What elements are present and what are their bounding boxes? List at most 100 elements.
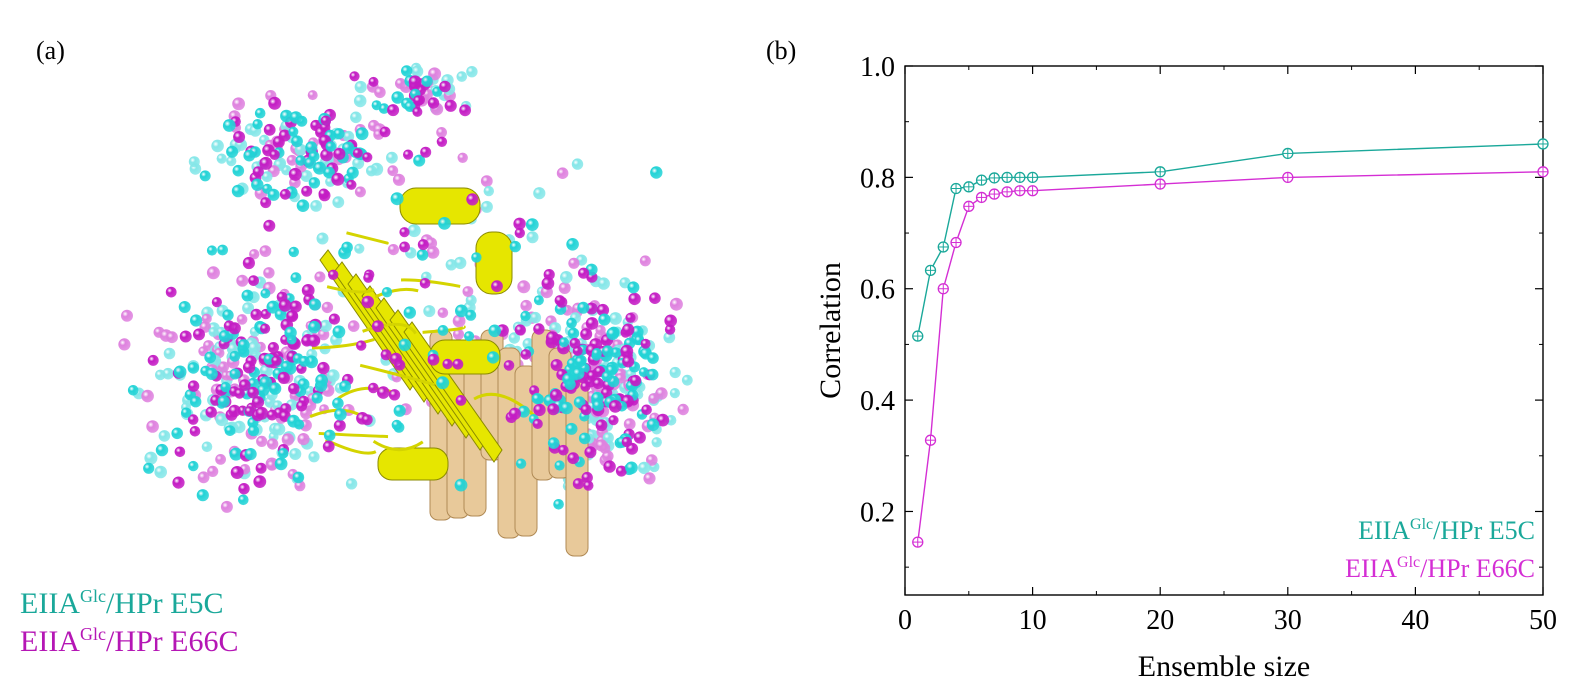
cyan-sphere (371, 100, 382, 111)
magenta-sphere (580, 404, 592, 416)
cyan-sphere (334, 408, 347, 421)
magenta-sphere (550, 389, 563, 402)
yellow-loop (374, 287, 419, 299)
cyan-sphere (341, 241, 353, 254)
magenta-sphere (428, 67, 442, 81)
cyan-sphere (144, 451, 158, 465)
legend-base: EIIA (1345, 554, 1397, 583)
magenta-sphere (187, 414, 199, 425)
cyan-sphere (553, 499, 564, 510)
legend-a-e66c-base: EIIA (20, 625, 80, 658)
cyan-sphere (291, 135, 303, 148)
magenta-sphere (480, 175, 493, 188)
magenta-sphere (629, 374, 642, 387)
cyan-sphere (354, 80, 367, 94)
cyan-sphere (339, 380, 351, 393)
magenta-sphere (417, 239, 429, 251)
cyan-sphere (465, 294, 477, 306)
magenta-sphere (529, 385, 540, 396)
cyan-sphere (315, 374, 328, 387)
magenta-sphere (623, 418, 636, 430)
magenta-sphere (223, 320, 235, 332)
magenta-sphere (558, 282, 571, 294)
cyan-sphere (241, 289, 254, 302)
magenta-sphere (266, 459, 278, 471)
magenta-sphere (233, 131, 246, 143)
magenta-sphere (242, 256, 255, 270)
cyan-sphere (651, 437, 662, 448)
yellow-loop (326, 285, 375, 294)
cyan-sphere (261, 171, 273, 183)
cyan-sphere (681, 374, 693, 386)
cyan-sphere (242, 302, 255, 315)
cyan-sphere (350, 111, 362, 124)
cyan-sphere (155, 443, 169, 457)
magenta-sphere (320, 148, 333, 162)
magenta-sphere (307, 334, 321, 347)
cyan-sphere (398, 338, 412, 352)
cyan-sphere (292, 471, 305, 484)
cyan-sphere (602, 345, 614, 358)
cyan-sphere (274, 308, 287, 321)
magenta-sphere (586, 370, 598, 382)
legend-a-e5c-sup: Glc (79, 586, 106, 606)
magenta-sphere (250, 308, 263, 321)
magenta-sphere (362, 152, 373, 163)
magenta-sphere (444, 99, 457, 112)
cyan-sphere (260, 288, 271, 299)
cyan-sphere (247, 377, 260, 390)
magenta-sphere (595, 324, 606, 336)
magenta-sphere (567, 452, 580, 465)
panel-b-label: (b) (766, 36, 797, 65)
cyan-sphere (289, 111, 303, 124)
legend-entry: EIIAGlc/HPr E66C (1345, 554, 1535, 583)
cyan-sphere (486, 351, 500, 364)
magenta-sphere (271, 355, 282, 366)
cyan-sphere (298, 355, 310, 367)
cyan-sphere (247, 341, 261, 355)
cyan-sphere (531, 393, 543, 405)
magenta-sphere (266, 409, 278, 421)
magenta-sphere (520, 299, 532, 312)
cyan-sphere (220, 381, 231, 393)
magenta-sphere (649, 292, 661, 305)
magenta-sphere (147, 354, 159, 366)
cyan-sphere (466, 66, 478, 78)
cyan-sphere (566, 317, 577, 329)
cyan-sphere (254, 107, 266, 119)
magenta-sphere (363, 272, 374, 283)
cyan-sphere (232, 164, 245, 177)
cyan-sphere (308, 298, 321, 311)
cyan-sphere (217, 244, 229, 256)
x-axis-label: Ensemble size (1138, 650, 1310, 683)
magenta-sphere (230, 466, 244, 479)
cyan-sphere (300, 170, 313, 182)
magenta-sphere (297, 433, 310, 446)
cyan-sphere (154, 465, 167, 479)
cyan-sphere (267, 188, 280, 201)
magenta-sphere (622, 355, 635, 368)
cyan-sphere (243, 149, 256, 162)
yellow-loop (346, 231, 389, 245)
magenta-sphere (408, 75, 422, 89)
magenta-sphere (533, 323, 545, 335)
magenta-sphere (399, 241, 410, 253)
x-tick-label: 50 (1529, 605, 1557, 636)
magenta-sphere (459, 104, 471, 117)
magenta-sphere (541, 277, 555, 290)
magenta-sphere (621, 436, 633, 448)
cyan-sphere (238, 494, 249, 506)
magenta-sphere (247, 386, 259, 399)
magenta-sphere (452, 314, 466, 328)
cyan-sphere (323, 166, 335, 179)
cyan-sphere (323, 429, 336, 442)
magenta-sphere (259, 156, 273, 170)
magenta-sphere (387, 104, 400, 117)
magenta-sphere (640, 338, 651, 349)
cyan-sphere (390, 192, 404, 206)
cyan-sphere (520, 310, 531, 322)
magenta-sphere (403, 149, 414, 160)
magenta-sphere (556, 167, 569, 179)
magenta-sphere (368, 382, 379, 394)
cyan-sphere (401, 65, 413, 77)
